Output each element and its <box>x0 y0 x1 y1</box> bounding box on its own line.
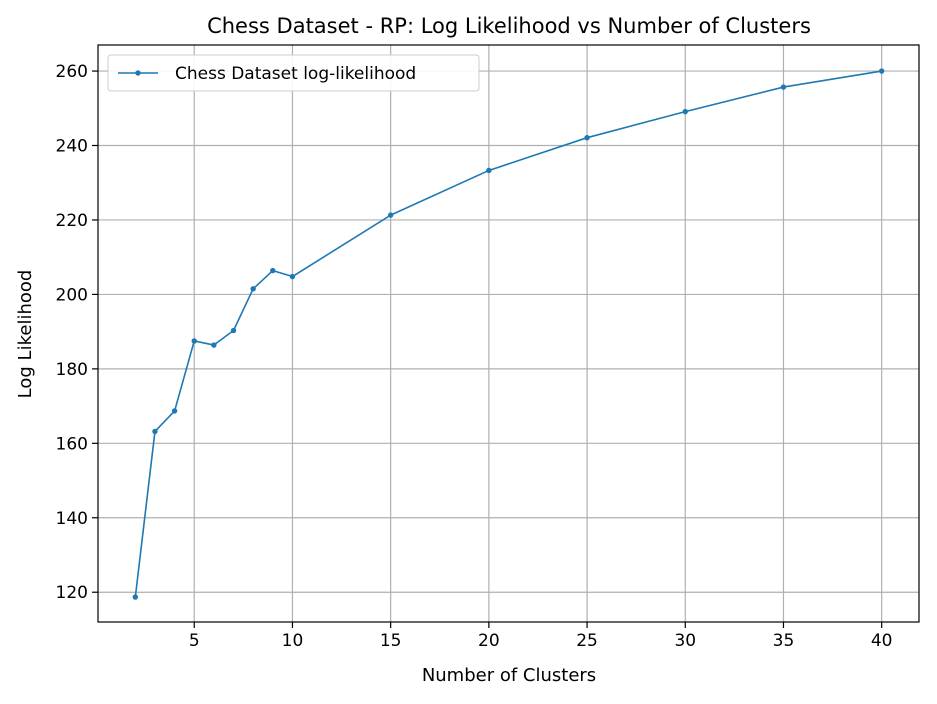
y-tick-label: 200 <box>56 285 88 305</box>
x-tick-label: 30 <box>674 631 696 651</box>
data-point <box>486 167 492 174</box>
grid-layer <box>98 45 919 622</box>
data-point <box>387 212 394 218</box>
y-tick-label: 120 <box>56 583 88 603</box>
chart-title: Chess Dataset - RP: Log Likelihood vs Nu… <box>207 14 811 38</box>
legend-marker-swatch <box>135 70 141 76</box>
y-tick-label: 220 <box>56 211 88 231</box>
x-tick-label: 15 <box>380 631 402 651</box>
x-tick-label: 25 <box>576 631 598 651</box>
y-tick-label: 240 <box>56 137 88 157</box>
y-axis-label: Log Likelihood <box>15 270 36 399</box>
x-tick-label: 40 <box>871 631 893 651</box>
data-point <box>230 327 237 334</box>
legend-box <box>107 54 480 92</box>
data-point <box>152 428 158 435</box>
data-point <box>191 338 197 344</box>
data-point <box>584 134 590 141</box>
y-tick-label: 160 <box>56 434 88 454</box>
y-tick-label: 180 <box>56 360 88 380</box>
x-tick-label: 5 <box>189 631 200 651</box>
data-point <box>132 594 139 600</box>
tick-layer: 5 10 15 20 25 30 35 40 120 140 160 180 200 220 240 260 <box>56 62 893 651</box>
y-tick-label: 260 <box>56 62 88 82</box>
legend: Chess Dataset log-likelihood <box>107 54 480 92</box>
legend-entry-label: Chess Dataset log-likelihood <box>175 64 416 84</box>
data-point <box>682 108 688 115</box>
data-point <box>171 408 178 414</box>
data-point <box>878 68 885 74</box>
plot-frame <box>97 44 920 623</box>
x-tick-label: 35 <box>773 631 795 651</box>
x-axis-label: Number of Clusters <box>422 665 596 686</box>
data-point <box>780 84 787 90</box>
y-tick-label: 140 <box>56 509 88 529</box>
data-point <box>211 342 217 348</box>
series-layer <box>132 68 885 600</box>
x-tick-label: 10 <box>282 631 304 651</box>
data-point <box>270 267 276 274</box>
data-point <box>250 286 256 292</box>
x-tick-label: 20 <box>478 631 500 651</box>
data-point <box>289 273 296 280</box>
